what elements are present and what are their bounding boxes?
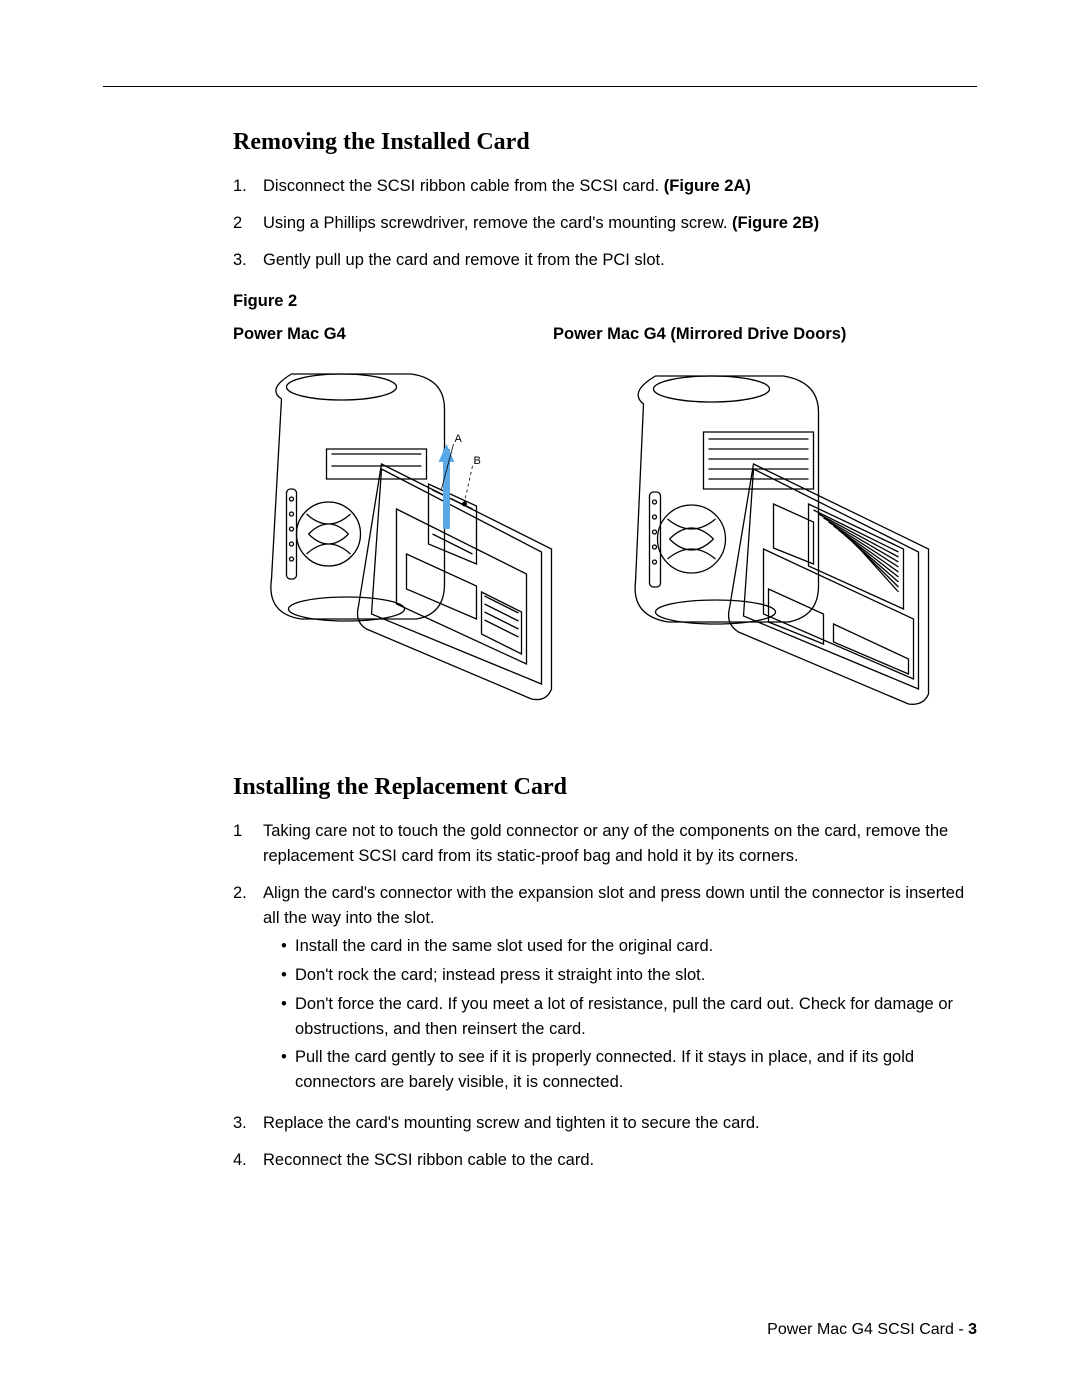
figure-caption: Figure 2 [233,292,967,311]
list-item: 2. Align the card's connector with the e… [233,881,967,1099]
step-text: Gently pull up the card and remove it fr… [263,248,967,273]
section1-steps: 1. Disconnect the SCSI ribbon cable from… [233,174,967,272]
figure-left-label: Power Mac G4 [233,325,553,344]
powermac-g4-mdd-diagram [600,354,967,714]
step-text: Reconnect the SCSI ribbon cable to the c… [263,1148,967,1173]
step-text: Align the card's connector with the expa… [263,881,967,1099]
list-item: 1 Taking care not to touch the gold conn… [233,819,967,869]
section2-substeps: Install the card in the same slot used f… [263,934,967,1095]
footer-doc-title: Power Mac G4 SCSI Card - [767,1321,968,1338]
main-column: Removing the Installed Card 1. Disconnec… [103,129,977,1172]
list-item: 4. Reconnect the SCSI ribbon cable to th… [233,1148,967,1173]
list-item: Don't rock the card; instead press it st… [281,963,967,988]
list-item: 3. Replace the card's mounting screw and… [233,1111,967,1136]
section2-heading: Installing the Replacement Card [233,774,967,801]
list-item: 2 Using a Phillips screwdriver, remove t… [233,211,967,236]
step-number: 2. [233,881,263,1099]
section2-steps: 1 Taking care not to touch the gold conn… [233,819,967,1172]
top-rule [103,86,977,87]
step-number: 2 [233,211,263,236]
list-item: Install the card in the same slot used f… [281,934,967,959]
section1-heading: Removing the Installed Card [233,129,967,156]
callout-a: A [455,433,463,445]
step-text: Taking care not to touch the gold connec… [263,819,967,869]
page-footer: Power Mac G4 SCSI Card - 3 [767,1321,977,1339]
list-item: Pull the card gently to see if it is pro… [281,1045,967,1095]
step-number: 1 [233,819,263,869]
list-item: 3. Gently pull up the card and remove it… [233,248,967,273]
step-number: 3. [233,1111,263,1136]
callout-b: B [474,455,481,467]
step-number: 3. [233,248,263,273]
step-text: Using a Phillips screwdriver, remove the… [263,211,967,236]
step-number: 1. [233,174,263,199]
step-text: Disconnect the SCSI ribbon cable from th… [263,174,967,199]
page-content-area: Removing the Installed Card 1. Disconnec… [103,86,977,1327]
figure-right-label: Power Mac G4 (Mirrored Drive Doors) [553,325,967,344]
figure-labels: Power Mac G4 Power Mac G4 (Mirrored Driv… [233,325,967,344]
step-number: 4. [233,1148,263,1173]
figure-2-diagram: A B [233,354,967,714]
step-text: Replace the card's mounting screw and ti… [263,1111,967,1136]
list-item: Don't force the card. If you meet a lot … [281,992,967,1042]
footer-page-number: 3 [968,1321,977,1338]
powermac-g4-diagram: A B [233,354,600,714]
list-item: 1. Disconnect the SCSI ribbon cable from… [233,174,967,199]
